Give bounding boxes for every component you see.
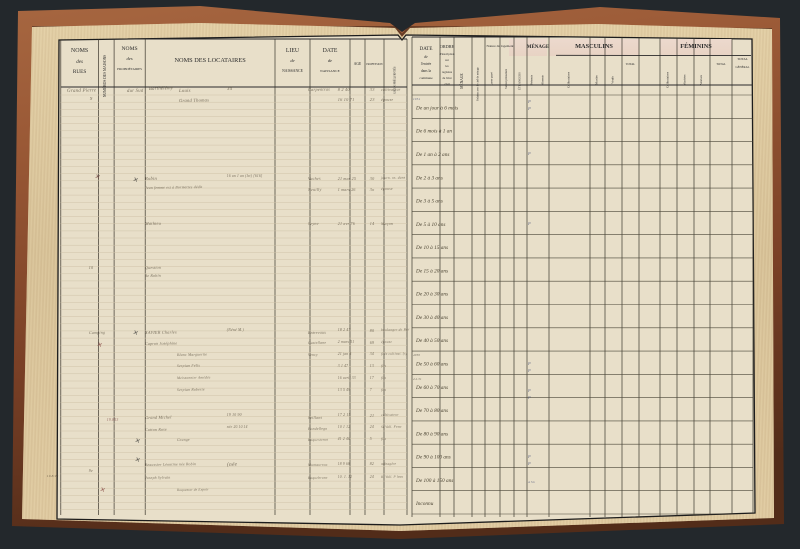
svg-text:TOTAL: TOTAL	[626, 62, 636, 66]
svg-text:RUES: RUES	[73, 69, 87, 75]
svg-text:civil: civil	[444, 82, 449, 86]
svg-text:de: de	[424, 55, 428, 59]
svg-text:MASCULINS: MASCULINS	[575, 43, 613, 50]
svg-text:LIEU: LIEU	[286, 48, 300, 54]
svg-text:Présents: Présents	[530, 74, 534, 85]
svg-text:FÉMININS: FÉMININS	[680, 42, 712, 50]
svg-text:De 20 à 30 ans: De 20 à 30 ans	[415, 292, 448, 298]
svg-text:l'entrée: l'entrée	[421, 62, 432, 66]
svg-text:dans la: dans la	[421, 69, 431, 73]
svg-text:registres: registres	[442, 70, 453, 74]
svg-text:GÉNÉRAL: GÉNÉRAL	[736, 64, 750, 69]
svg-text:AGE: AGE	[354, 62, 362, 66]
svg-text:De 3 à 5 ans: De 3 à 5 ans	[415, 199, 443, 205]
svg-text:de: de	[290, 58, 294, 63]
svg-text:commune: commune	[419, 76, 433, 80]
svg-text:de: de	[328, 58, 332, 63]
svg-text:NAISSANCE: NAISSANCE	[282, 69, 303, 73]
svg-text:De 5 à 10 ans: De 5 à 10 ans	[415, 222, 445, 228]
svg-text:De un jour à 6 mois: De un jour à 6 mois	[415, 105, 458, 111]
svg-text:DATE: DATE	[420, 47, 433, 52]
svg-text:De 2 à 3 ans: De 2 à 3 ans	[415, 175, 443, 181]
svg-text:Veuves: Veuves	[699, 74, 703, 84]
svg-text:De 90 à 100 ans: De 90 à 100 ans	[415, 455, 451, 461]
svg-text:De 80 à 90 ans: De 80 à 90 ans	[415, 431, 448, 437]
svg-text:De 60 à 70 ans: De 60 à 70 ans	[415, 385, 448, 391]
svg-text:Inconnu: Inconnu	[415, 501, 434, 507]
svg-text:Nature du logement: Nature du logement	[487, 44, 514, 48]
svg-text:MÉNAGE: MÉNAGE	[527, 44, 550, 50]
svg-text:des: des	[76, 60, 83, 65]
svg-text:De 6 mois à 1 an: De 6 mois à 1 an	[415, 129, 452, 135]
svg-text:TOTAL: TOTAL	[716, 62, 726, 66]
svg-text:ÉTRANGERS: ÉTRANGERS	[517, 72, 522, 90]
svg-text:de l'état: de l'état	[442, 76, 451, 80]
svg-text:Célibataires: Célibataires	[567, 71, 571, 88]
svg-text:MÉNAGE: MÉNAGE	[459, 73, 464, 89]
svg-text:Veufs: Veufs	[611, 75, 615, 83]
svg-text:TOTAL: TOTAL	[737, 57, 748, 61]
svg-text:De 15 à 20 ans: De 15 à 20 ans	[415, 268, 448, 274]
svg-text:Célibataires: Célibataires	[666, 71, 670, 88]
svg-text:Absents: Absents	[541, 74, 545, 84]
svg-text:De 50 à 60 ans: De 50 à 60 ans	[415, 362, 448, 368]
svg-text:Valeur présumée: Valeur présumée	[504, 68, 508, 89]
svg-text:De 40 à 50 ans: De 40 à 50 ans	[415, 338, 448, 344]
svg-text:De 70 à 80 ans: De 70 à 80 ans	[415, 408, 448, 414]
svg-text:NOMS DES LOCATAIRES: NOMS DES LOCATAIRES	[174, 57, 246, 64]
svg-text:Mariées: Mariées	[683, 74, 687, 86]
svg-text:PROPRIÉTAIRES: PROPRIÉTAIRES	[117, 66, 142, 71]
svg-text:d'inscription: d'inscription	[440, 52, 455, 56]
svg-text:De 30 à 40 ans: De 30 à 40 ans	[415, 315, 448, 321]
svg-text:NAISSANCE: NAISSANCE	[320, 69, 340, 73]
svg-text:Loyer payé: Loyer payé	[490, 72, 494, 86]
svg-text:De 1 an à 2 ans: De 1 an à 2 ans	[415, 152, 449, 158]
svg-text:Relation avec le chef de ménag: Relation avec le chef de ménage	[477, 66, 480, 100]
svg-text:NUMÉROS DES MAISONS: NUMÉROS DES MAISONS	[102, 55, 107, 97]
svg-text:NOMS: NOMS	[122, 46, 138, 52]
svg-text:ORDRE: ORDRE	[440, 44, 455, 49]
svg-text:DATE: DATE	[323, 48, 338, 54]
svg-text:De 100 à 150 ans: De 100 à 150 ans	[415, 478, 453, 484]
svg-text:De 10 à 15 ans: De 10 à 15 ans	[415, 245, 448, 251]
svg-text:des: des	[127, 56, 133, 61]
svg-text:PROFESSION: PROFESSION	[366, 63, 382, 66]
svg-text:NOMS: NOMS	[71, 48, 88, 54]
svg-text:sur: sur	[445, 58, 449, 62]
svg-text:Mariés: Mariés	[595, 75, 599, 85]
